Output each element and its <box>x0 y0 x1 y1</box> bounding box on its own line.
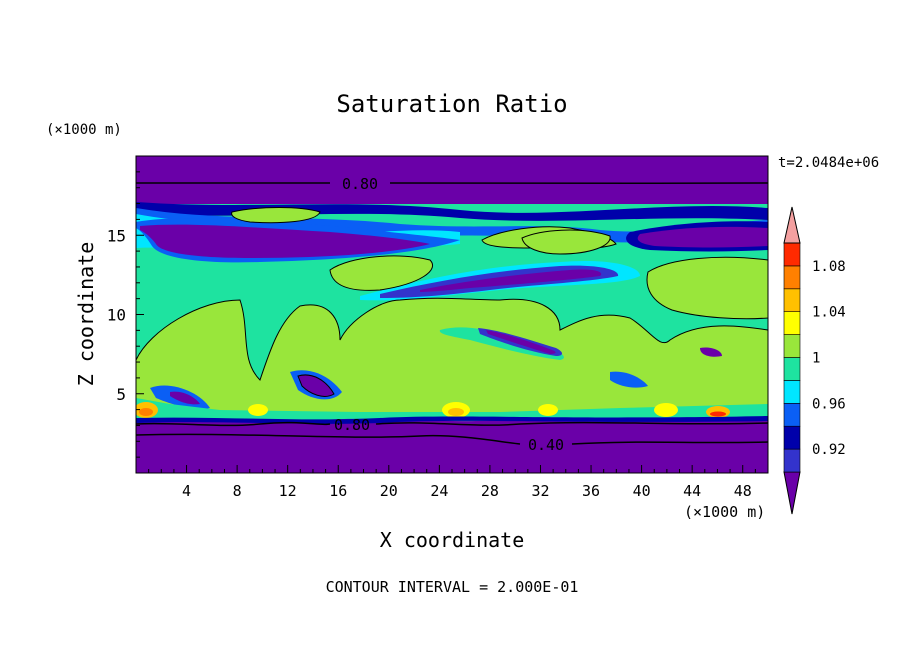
colorbar-segment <box>783 380 801 404</box>
time-label: t=2.0484e+06 <box>778 155 879 171</box>
x-tick-label: 12 <box>279 482 297 500</box>
contour-line-bottom <box>136 433 768 445</box>
contour-label-upper: 0.80 <box>342 175 378 193</box>
x-axis: 4 8 12 16 20 24 28 32 36 40 44 48 <box>148 465 756 500</box>
contour-line-lower <box>136 421 768 427</box>
x-tick-label: 36 <box>582 482 600 500</box>
lower-dry-band <box>136 418 768 473</box>
x-tick-label: 40 <box>633 482 651 500</box>
colorbar: 0.92 0.96 1 1.04 1.08 <box>783 206 846 515</box>
x-tick-label: 24 <box>430 482 448 500</box>
upper-blue-edge <box>136 202 768 221</box>
colorbar-segment <box>783 357 801 381</box>
colorbar-segment <box>783 288 801 312</box>
colorbar-segment <box>783 448 801 473</box>
x-tick-label: 28 <box>481 482 499 500</box>
colorbar-segment <box>783 242 801 267</box>
contour-label-bottom: 0.40 <box>528 436 564 454</box>
colorbar-segment <box>783 311 801 335</box>
y-axis-title: Z coordinate <box>74 242 98 387</box>
x-unit-label: (×1000 m) <box>684 503 765 521</box>
x-tick-label: 20 <box>380 482 398 500</box>
plot-area: 0.80 0.80 0.40 <box>136 156 768 473</box>
colorbar-segment <box>783 402 801 427</box>
colorbar-segment <box>783 425 801 450</box>
colorbar-segment <box>783 334 801 358</box>
y-tick-label: 5 <box>116 385 126 404</box>
colorbar-label: 1.04 <box>812 305 846 321</box>
colorbar-label: 0.92 <box>812 442 846 458</box>
colorbar-label: 0.96 <box>812 396 846 412</box>
contour-label-lower: 0.80 <box>334 416 370 434</box>
cloud-patch-1 <box>231 207 321 224</box>
y-unit-label: (×1000 m) <box>46 122 122 138</box>
contour-interval-footer: CONTOUR INTERVAL = 2.000E-01 <box>326 578 579 596</box>
x-axis-title: X coordinate <box>380 528 525 552</box>
colorbar-max-extension <box>783 206 801 244</box>
colorbar-label: 1 <box>812 351 820 367</box>
x-tick-label: 4 <box>182 482 191 500</box>
chart-title: Saturation Ratio <box>336 90 567 118</box>
colorbar-label: 1.08 <box>812 259 846 275</box>
x-tick-label: 32 <box>531 482 549 500</box>
x-tick-label: 48 <box>734 482 752 500</box>
x-tick-label: 8 <box>233 482 242 500</box>
colorbar-min-extension <box>783 471 801 515</box>
x-tick-label: 16 <box>329 482 347 500</box>
x-tick-label: 44 <box>683 482 701 500</box>
colorbar-segment <box>783 265 801 290</box>
y-tick-label: 15 <box>107 226 126 245</box>
y-axis: 5 10 15 <box>107 171 144 458</box>
upper-dry-band <box>136 156 768 204</box>
contour-line-upper <box>136 181 768 185</box>
lower-cloud-region <box>136 297 768 421</box>
y-tick-label: 10 <box>107 306 126 325</box>
